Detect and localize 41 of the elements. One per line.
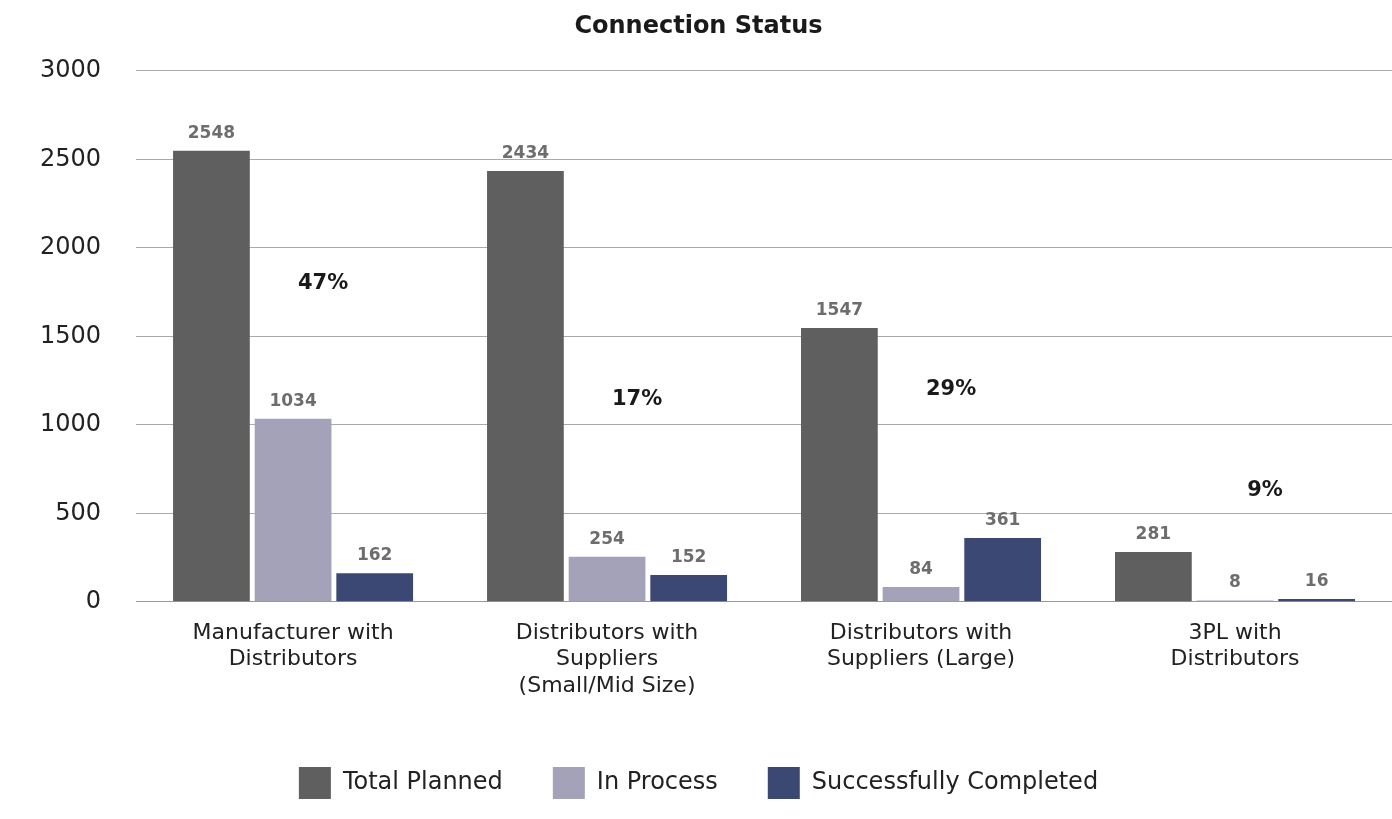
bar — [254, 418, 332, 602]
bar — [173, 150, 250, 602]
x-tick-label: 3PL with Distributors — [1170, 618, 1300, 671]
bar — [882, 586, 960, 602]
data-label: 152 — [670, 545, 707, 566]
chart-title: Connection Status — [574, 10, 823, 39]
annotation: 9% — [1247, 476, 1283, 501]
data-label: 254 — [589, 527, 625, 548]
y-tick-label: 2000 — [40, 232, 102, 261]
legend-label: Total Planned — [341, 767, 503, 796]
data-label: 16 — [1304, 569, 1329, 590]
y-tick-label: 1000 — [40, 409, 102, 438]
data-label: 361 — [984, 508, 1021, 529]
legend-label: In Process — [596, 767, 718, 796]
y-tick-label: 2500 — [40, 143, 102, 172]
data-label: 1034 — [269, 389, 317, 410]
data-label: 281 — [1135, 522, 1172, 543]
bar — [336, 573, 414, 602]
y-tick-label: 1500 — [40, 320, 102, 349]
bar — [964, 537, 1042, 602]
data-label: 8 — [1229, 571, 1241, 592]
data-label: 2434 — [501, 141, 550, 162]
annotation: 17% — [611, 386, 663, 411]
x-tick-label: Distributors with Suppliers (Large) — [826, 618, 1016, 671]
bar — [650, 574, 728, 602]
x-tick-label: Manufacturer with Distributors — [192, 618, 394, 671]
data-label: 84 — [909, 557, 934, 578]
data-label: 1547 — [815, 298, 864, 319]
y-tick-label: 0 — [85, 586, 102, 615]
data-label: 2548 — [187, 121, 236, 142]
bar — [487, 170, 564, 602]
x-tick-label: Distributors with Suppliers (Small/Mid Size) — [515, 618, 699, 697]
data-label: 162 — [356, 544, 393, 565]
y-tick-label: 500 — [55, 497, 102, 526]
legend-label: Successfully Completed — [811, 767, 1099, 796]
annotation: 29% — [925, 375, 977, 400]
bar — [801, 327, 878, 602]
bar — [1115, 552, 1192, 602]
y-tick-label: 3000 — [40, 55, 102, 84]
annotation: 47% — [297, 269, 349, 294]
bar — [568, 556, 646, 602]
